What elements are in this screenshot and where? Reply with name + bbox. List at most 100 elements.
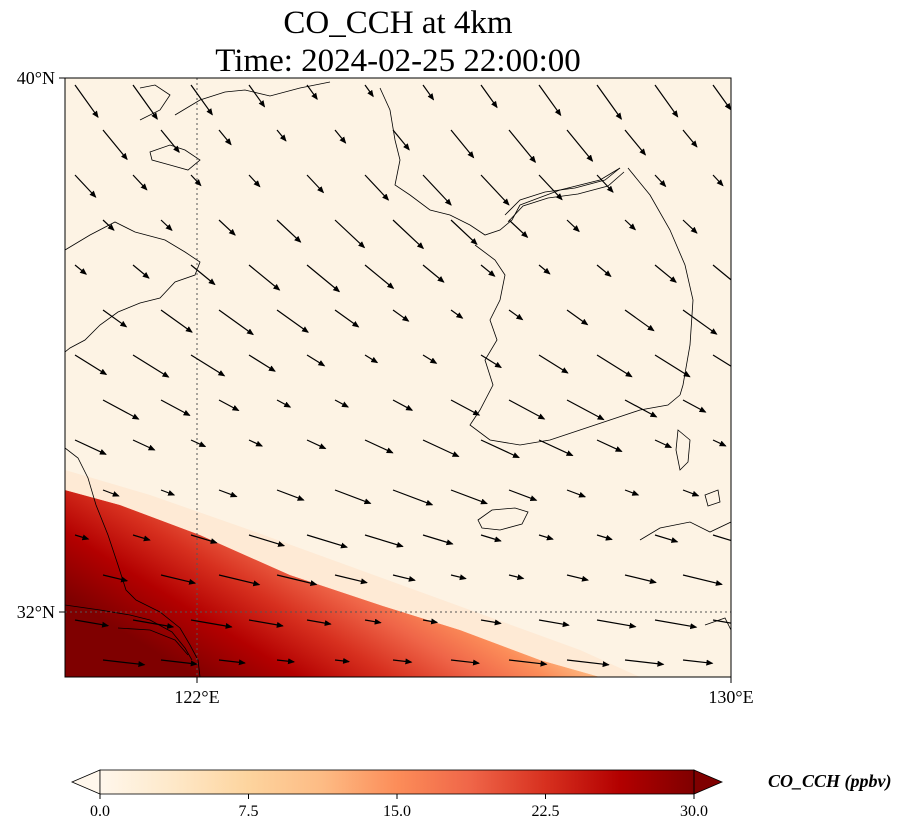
wind-arrow xyxy=(480,619,502,626)
y-tick-label-40n: 40°N xyxy=(17,68,55,88)
wind-arrow xyxy=(160,129,180,153)
wind-arrow xyxy=(218,489,238,498)
wind-arrow xyxy=(682,574,723,586)
colorbar-tick-label: 22.5 xyxy=(532,803,560,820)
wind-arrow xyxy=(422,534,454,546)
wind-arrow xyxy=(218,129,232,146)
wind-arrow xyxy=(132,619,175,629)
wind-arrow xyxy=(160,659,198,667)
wind-arrow xyxy=(538,534,554,541)
wind-arrow xyxy=(306,174,325,194)
wind-arrow xyxy=(392,574,416,582)
wind-arrow xyxy=(160,309,193,333)
wind-arrow xyxy=(566,574,589,582)
yangtze-estuary xyxy=(65,604,193,661)
wind-arrow xyxy=(480,174,510,206)
wind-arrow xyxy=(334,399,349,408)
wind-arrow xyxy=(450,129,475,159)
wind-arrow xyxy=(190,619,233,629)
wind-arrow xyxy=(306,439,327,450)
colorbar-tick-label: 15.0 xyxy=(383,803,411,820)
colorbar: 0.0 7.5 15.0 22.5 30.0 CO_CCH (ppbv) xyxy=(70,769,892,820)
wind-arrow xyxy=(682,219,698,234)
yalu-river xyxy=(504,167,625,223)
wind-arrow xyxy=(334,657,350,664)
wind-arrow xyxy=(450,309,464,319)
wind-arrow xyxy=(392,658,413,665)
wind-arrow xyxy=(480,264,496,277)
wind-arrow xyxy=(654,534,679,543)
wind-arrow xyxy=(480,354,502,369)
wind-arrow xyxy=(248,619,284,628)
wind-arrow xyxy=(276,129,287,142)
wind-arrow xyxy=(74,534,90,541)
wind-arrow xyxy=(682,659,714,666)
wind-arrow xyxy=(248,534,286,547)
wind-arrow xyxy=(624,309,655,332)
wind-arrow xyxy=(624,659,665,667)
wind-arrow xyxy=(566,399,605,421)
wind-arrow xyxy=(566,659,610,668)
wind-arrow xyxy=(596,354,633,378)
wind-arrow xyxy=(160,219,173,231)
wind-arrow xyxy=(596,439,623,452)
wind-arrow xyxy=(450,659,480,666)
japan-coastline xyxy=(639,429,731,631)
wind-arrow xyxy=(190,439,207,448)
wind-arrow xyxy=(248,439,264,447)
wind-arrow xyxy=(160,489,176,496)
wind-arrow xyxy=(566,129,594,162)
wind-arrow xyxy=(276,399,292,408)
wind-arrow xyxy=(538,84,562,117)
wind-arrow xyxy=(654,619,698,630)
wind-arrow xyxy=(392,129,410,151)
wind-arrow xyxy=(132,84,158,120)
wind-arrow xyxy=(538,439,574,457)
wind-arrow xyxy=(682,399,707,413)
wind-arrow xyxy=(248,264,281,291)
wind-arrow xyxy=(480,439,520,459)
wind-arrow xyxy=(596,84,622,120)
wind-arrow xyxy=(422,174,452,206)
wind-arrow xyxy=(190,264,216,286)
wind-arrow xyxy=(596,534,613,541)
wind-arrow xyxy=(334,489,372,505)
china-coastline xyxy=(65,221,201,677)
wind-arrow xyxy=(682,129,698,148)
y-axis: 40°N 32°N xyxy=(17,68,65,622)
wind-arrow xyxy=(392,309,410,322)
wind-arrow xyxy=(392,489,434,506)
wind-arrow xyxy=(596,264,612,278)
wind-arrow xyxy=(160,399,191,416)
wind-arrow xyxy=(392,399,414,411)
wind-arrow xyxy=(712,174,724,187)
wind-arrow xyxy=(74,439,107,455)
wind-arrow xyxy=(538,174,563,201)
wind-arrow xyxy=(624,129,647,156)
colorbar-tick-label: 0.0 xyxy=(90,803,110,820)
wind-arrow xyxy=(190,174,202,187)
x-tick-label-122e: 122°E xyxy=(174,687,219,707)
wind-arrow xyxy=(306,354,326,367)
wind-arrow xyxy=(218,399,240,412)
wind-arrow xyxy=(102,574,129,583)
wind-arrow xyxy=(218,219,236,236)
wind-arrow xyxy=(248,354,276,372)
wind-arrow xyxy=(276,219,302,243)
wind-arrow xyxy=(364,618,382,625)
wind-arrow xyxy=(480,534,502,543)
wind-arrow xyxy=(508,659,548,667)
colorbar-extend-max xyxy=(693,769,724,795)
wind-arrow xyxy=(654,439,673,449)
wind-arrow xyxy=(422,354,438,364)
wind-arrow xyxy=(276,574,318,587)
colorbar-ticks: 0.0 7.5 15.0 22.5 30.0 xyxy=(90,794,708,820)
wind-arrow xyxy=(364,439,394,454)
wind-arrow xyxy=(566,219,580,233)
wind-arrow xyxy=(422,618,439,625)
wind-arrow xyxy=(132,174,148,191)
wind-arrow xyxy=(190,354,226,377)
wind-arrow xyxy=(306,264,341,293)
wind-arrow xyxy=(450,399,481,416)
wind-arrow xyxy=(682,489,700,497)
